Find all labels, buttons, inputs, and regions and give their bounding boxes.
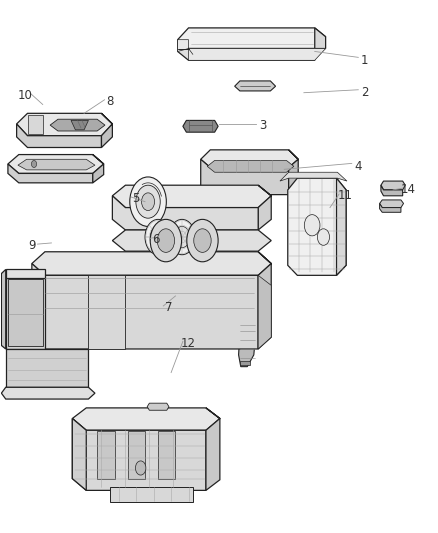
Polygon shape (380, 200, 403, 207)
Polygon shape (258, 276, 271, 349)
Polygon shape (201, 150, 298, 167)
Circle shape (141, 193, 155, 211)
Polygon shape (8, 279, 43, 346)
Circle shape (194, 229, 211, 252)
Circle shape (169, 220, 195, 255)
Polygon shape (206, 408, 220, 490)
Polygon shape (381, 181, 405, 190)
Text: 3: 3 (259, 119, 266, 132)
Polygon shape (88, 276, 125, 349)
Polygon shape (336, 178, 346, 276)
Circle shape (157, 229, 175, 252)
Polygon shape (8, 155, 104, 173)
Polygon shape (1, 387, 95, 399)
Circle shape (150, 227, 166, 248)
Polygon shape (239, 322, 256, 367)
Text: 2: 2 (361, 86, 368, 99)
Polygon shape (1, 270, 6, 349)
Text: 11: 11 (338, 189, 353, 203)
Polygon shape (158, 431, 176, 479)
Polygon shape (258, 185, 271, 230)
Polygon shape (178, 39, 325, 60)
Circle shape (135, 461, 146, 475)
Polygon shape (289, 150, 298, 195)
Circle shape (136, 185, 160, 218)
Polygon shape (127, 431, 145, 479)
Circle shape (130, 177, 166, 227)
Polygon shape (380, 204, 401, 212)
Polygon shape (201, 159, 289, 195)
Polygon shape (72, 418, 206, 490)
Polygon shape (315, 28, 325, 49)
Text: 9: 9 (28, 239, 35, 253)
Polygon shape (235, 81, 276, 91)
Circle shape (187, 220, 218, 262)
Text: 5: 5 (133, 192, 140, 205)
Polygon shape (17, 124, 102, 148)
Polygon shape (6, 349, 88, 387)
Text: 4: 4 (354, 160, 362, 173)
Polygon shape (288, 178, 346, 276)
Polygon shape (178, 28, 325, 49)
Polygon shape (240, 361, 251, 366)
Polygon shape (17, 114, 113, 136)
Text: 6: 6 (152, 233, 159, 246)
Circle shape (318, 229, 329, 245)
Polygon shape (72, 418, 86, 490)
Circle shape (174, 227, 190, 248)
Polygon shape (178, 39, 315, 60)
Polygon shape (71, 120, 88, 130)
Polygon shape (113, 185, 271, 207)
Text: 1: 1 (361, 54, 368, 67)
Polygon shape (113, 230, 271, 251)
Polygon shape (28, 115, 43, 134)
Polygon shape (183, 120, 218, 132)
Polygon shape (102, 114, 113, 148)
Polygon shape (6, 278, 45, 349)
Polygon shape (147, 403, 169, 410)
Circle shape (32, 160, 37, 167)
Polygon shape (32, 252, 271, 276)
Polygon shape (6, 270, 45, 278)
Text: 7: 7 (165, 301, 173, 314)
Polygon shape (18, 159, 95, 170)
Polygon shape (93, 155, 104, 183)
Text: 8: 8 (106, 95, 114, 108)
Text: 14: 14 (401, 183, 416, 197)
Polygon shape (110, 487, 193, 502)
Circle shape (150, 220, 182, 262)
Polygon shape (258, 252, 271, 349)
Polygon shape (50, 119, 105, 131)
Polygon shape (381, 185, 403, 196)
Polygon shape (280, 172, 347, 181)
Circle shape (304, 215, 320, 236)
Polygon shape (72, 408, 220, 430)
Text: 12: 12 (181, 336, 196, 350)
Polygon shape (8, 164, 93, 183)
Polygon shape (97, 431, 115, 479)
Text: 10: 10 (18, 89, 33, 102)
Polygon shape (207, 160, 294, 172)
Polygon shape (113, 196, 258, 230)
Polygon shape (32, 263, 258, 349)
Circle shape (145, 220, 171, 255)
